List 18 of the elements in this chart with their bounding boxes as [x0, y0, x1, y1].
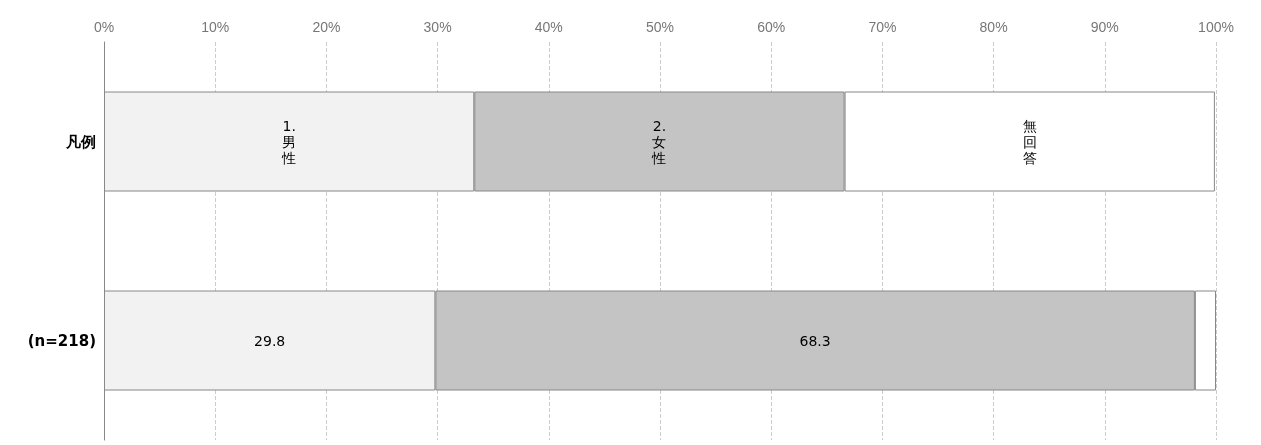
x-tick-label: 40%: [534, 19, 563, 35]
series-label: 無回答: [1022, 117, 1037, 166]
x-tick-label: 0%: [93, 19, 115, 35]
y-tick-label: 凡例: [65, 132, 96, 151]
x-tick-label: 50%: [645, 19, 675, 35]
x-tick-label: 100%: [1198, 19, 1234, 35]
y-tick-label: (n=218): [27, 331, 96, 350]
x-tick-label: 80%: [979, 19, 1008, 35]
data-label: 29.8: [254, 332, 286, 349]
series-label: 1.男性: [281, 117, 297, 166]
x-tick-label: 30%: [423, 19, 452, 35]
x-tick-label: 90%: [1090, 19, 1119, 35]
x-tick-label: 20%: [312, 19, 341, 35]
series-label: 2.女性: [651, 117, 667, 166]
x-tick-label: 60%: [757, 19, 786, 35]
x-tick-label: 10%: [201, 19, 230, 35]
x-tick-label: 70%: [868, 19, 897, 35]
data-label: 68.3: [799, 332, 831, 349]
